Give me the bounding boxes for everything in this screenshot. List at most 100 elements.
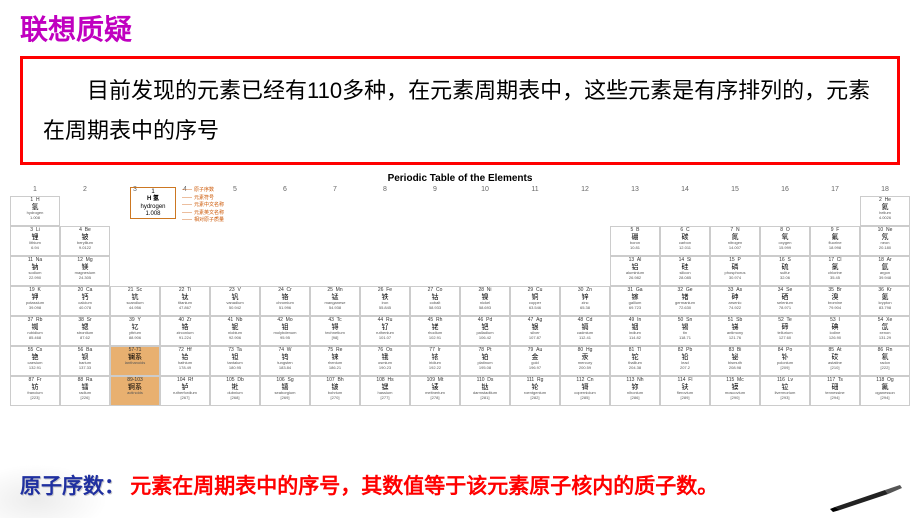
element-cell: 117 Ts鿬tennessine[294] [810,376,860,406]
element-cell: 53 I碘iodine126.90 [810,316,860,346]
col-header: 7 [310,186,360,196]
periodic-table: Periodic Table of the Elements 1 H 氢 hyd… [10,173,910,406]
element-cell: 24 Cr铬chromium51.996 [260,286,310,316]
col-header: 15 [710,186,760,196]
element-cell: 52 Te碲tellurium127.60 [760,316,810,346]
element-cell: 86 Rn氡radon[222] [860,346,910,376]
element-cell: 45 Rh铑rhodium102.91 [410,316,460,346]
element-cell: 72 Hf铪hafnium178.49 [160,346,210,376]
element-cell: 78 Pt铂platinum195.08 [460,346,510,376]
legend-labels: 原子序数 元素符号 元素中文名称 元素英文名称 相对原子质量 [182,187,224,225]
element-cell: 27 Co钴cobalt58.933 [410,286,460,316]
element-cell: 46 Pd钯palladium106.42 [460,316,510,346]
element-cell: 14 Si硅silicon28.085 [660,256,710,286]
element-cell: 32 Ge锗germanium72.630 [660,286,710,316]
element-cell: 38 Sr锶strontium87.62 [60,316,110,346]
element-cell: 75 Re铼rhenium186.21 [310,346,360,376]
col-header: 12 [560,186,610,196]
element-cell: 56 Ba钡barium137.33 [60,346,110,376]
element-cell: 13 Al铝aluminium26.982 [610,256,660,286]
legend-mass: 1.008 [131,211,175,218]
element-cell: 2 He氦helium4.0026 [860,196,910,226]
element-cell: 105 Db𬭊dubnium[268] [210,376,260,406]
element-cell: 112 Cn鿔copernicium[285] [560,376,610,406]
element-cell: 84 Po钋polonium[209] [760,346,810,376]
element-cell: 82 Pb铅lead207.2 [660,346,710,376]
element-cell: 39 Y钇yttrium88.906 [110,316,160,346]
element-cell: 42 Mo钼molybdenum95.95 [260,316,310,346]
element-cell: 7 N氮nitrogen14.007 [710,226,760,256]
element-cell: 49 In铟indium114.82 [610,316,660,346]
footer-definition: 原子序数： 元素在周期表中的序号，其数值等于该元素原子核内的质子数。 [20,470,900,500]
element-cell: 73 Ta钽tantalum180.95 [210,346,260,376]
col-header: 17 [810,186,860,196]
element-cell: 23 V钒vanadium50.942 [210,286,260,316]
element-cell: 19 K钾potassium39.098 [10,286,60,316]
intro-paragraph: 目前发现的元素已经有110多种，在元素周期表中，这些元素是有序排列的，元素在周期… [43,78,870,143]
element-cell: 106 Sg𬭳seaborgium[269] [260,376,310,406]
element-cell: 29 Cu铜copper63.546 [510,286,560,316]
element-cell: 77 Ir铱iridium192.22 [410,346,460,376]
element-cell: 108 Hs𬭶hassium[277] [360,376,410,406]
element-cell: 17 Cl氯chlorine35.45 [810,256,860,286]
element-cell: 74 W钨tungsten183.84 [260,346,310,376]
element-cell: 9 F氟fluorine18.998 [810,226,860,256]
element-cell: 4 Be铍beryllium9.0122 [60,226,110,256]
col-header: 14 [660,186,710,196]
element-cell: 1 H氢hydrogen1.008 [10,196,60,226]
element-cell: 37 Rb铷rubidium85.468 [10,316,60,346]
element-cell: 15 P磷phosphorus30.974 [710,256,760,286]
footer-def-text: 元素在周期表中的序号，其数值等于该元素原子核内的质子数。 [130,474,718,498]
ptable-title: Periodic Table of the Elements [10,173,910,184]
element-cell: 10 Ne氖neon20.180 [860,226,910,256]
element-cell: 57-71镧系lanthanoids [110,346,160,376]
col-header: 10 [460,186,510,196]
element-cell: 115 Mc镆moscovium[290] [710,376,760,406]
element-cell: 33 As砷arsenic74.922 [710,286,760,316]
element-cell: 88 Ra镭radium[226] [60,376,110,406]
col-header: 2 [60,186,110,196]
element-cell: 81 Tl铊thallium204.38 [610,346,660,376]
element-cell: 50 Sn锡tin118.71 [660,316,710,346]
element-cell: 30 Zn锌zinc65.38 [560,286,610,316]
element-cell: 79 Au金gold196.97 [510,346,560,376]
pen-icon [830,482,910,512]
element-cell: 18 Ar氩argon39.948 [860,256,910,286]
col-header: 16 [760,186,810,196]
element-cell: 8 O氧oxygen15.999 [760,226,810,256]
element-cell: 3 Li锂lithium6.94 [10,226,60,256]
element-cell: 21 Sc钪scandium44.956 [110,286,160,316]
element-cell: 44 Ru钌ruthenium101.07 [360,316,410,346]
element-cell: 11 Na钠sodium22.990 [10,256,60,286]
col-header: 1 [10,186,60,196]
element-cell: 40 Zr锆zirconium91.224 [160,316,210,346]
element-cell: 51 Sb锑antimony121.76 [710,316,760,346]
intro-paragraph-box: 目前发现的元素已经有110多种，在元素周期表中，这些元素是有序排列的，元素在周期… [20,56,900,165]
ptable-grid: 1234567891011121314151617181 H氢hydrogen1… [10,186,910,406]
element-cell: 12 Mg镁magnesium24.305 [60,256,110,286]
legend-sym: H 氢 [131,196,175,203]
element-cell: 16 S硫sulfur32.06 [760,256,810,286]
element-cell: 26 Fe铁iron55.845 [360,286,410,316]
element-cell: 83 Bi铋bismuth208.98 [710,346,760,376]
element-cell: 43 Tc锝technetium[98] [310,316,360,346]
element-cell: 107 Bh𬭛bohrium[270] [310,376,360,406]
element-cell: 41 Nb铌niobium92.906 [210,316,260,346]
col-header: 6 [260,186,310,196]
element-cell: 20 Ca钙calcium40.078 [60,286,110,316]
element-cell: 85 At砹astatine[210] [810,346,860,376]
element-cell: 89-103锕系actinoids [110,376,160,406]
element-cell: 25 Mn锰manganese54.938 [310,286,360,316]
col-header: 8 [360,186,410,196]
element-cell: 35 Br溴bromine79.904 [810,286,860,316]
element-cell: 31 Ga镓gallium69.723 [610,286,660,316]
element-cell: 6 C碳carbon12.011 [660,226,710,256]
element-cell: 28 Ni镍nickel58.693 [460,286,510,316]
element-cell: 116 Lv𫟷livermorium[293] [760,376,810,406]
col-header: 11 [510,186,560,196]
element-cell: 47 Ag银silver107.87 [510,316,560,346]
footer-label: 原子序数： [20,474,125,498]
element-cell: 111 Rg𬬭roentgenium[282] [510,376,560,406]
element-cell: 113 Nh鿭nihonium[286] [610,376,660,406]
element-cell: 54 Xe氙xenon131.29 [860,316,910,346]
